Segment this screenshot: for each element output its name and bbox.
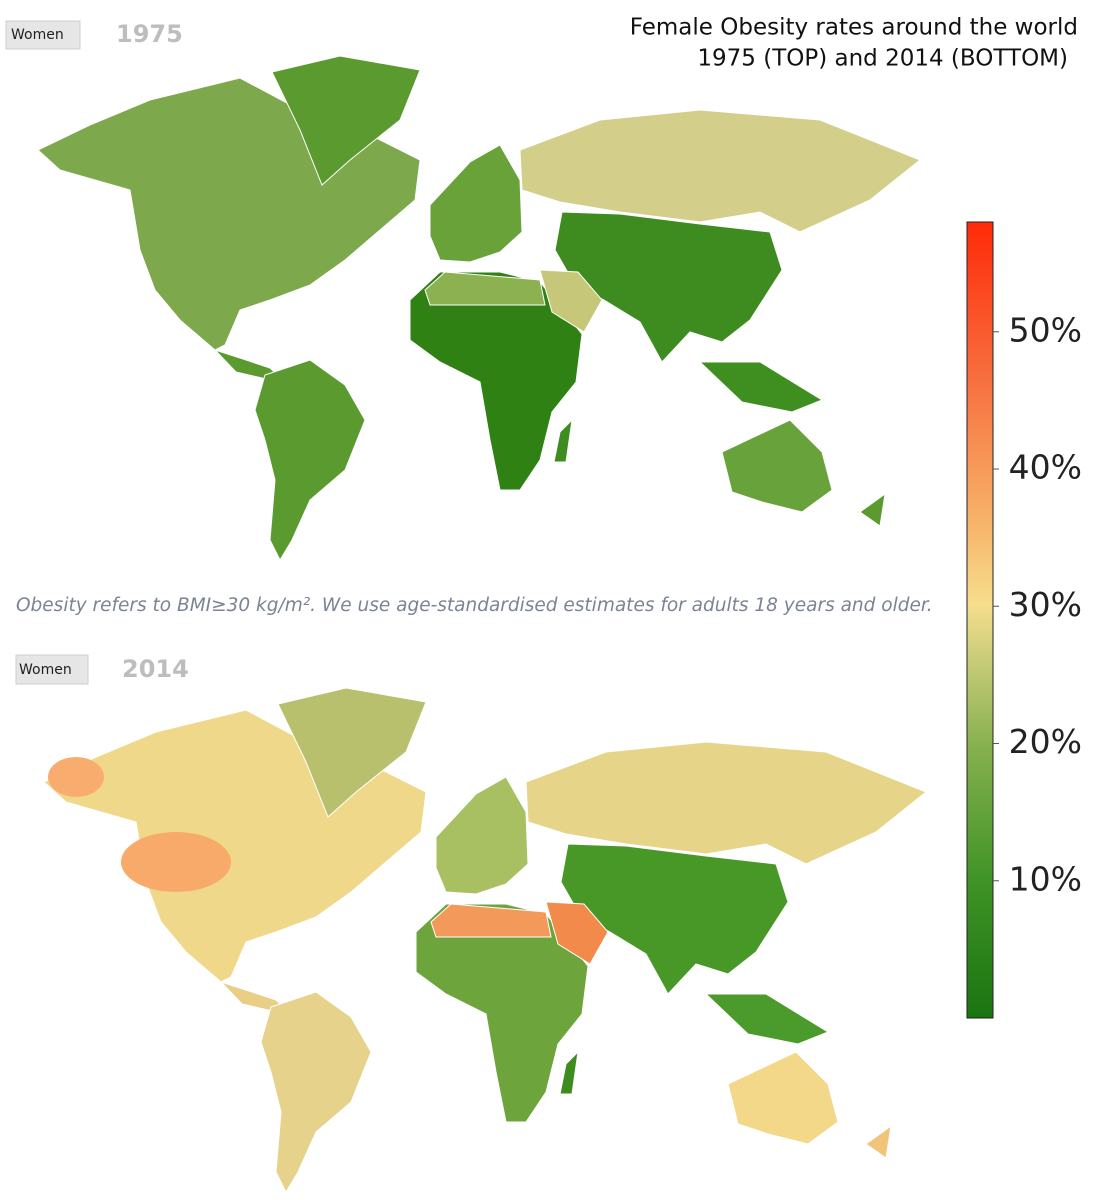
legend-ticks: 10% 20% 30% 40% 50% xyxy=(993,310,1082,898)
color-scale xyxy=(966,221,994,1019)
alaska xyxy=(48,757,104,797)
title-line: 1975 (TOP) and 2014 (BOTTOM) xyxy=(697,46,1068,72)
year-label: 1975 xyxy=(116,20,183,48)
tick-label: 10% xyxy=(1009,859,1082,898)
title-line: Female Obesity rates around the world xyxy=(630,15,1078,41)
tick-label: 40% xyxy=(1009,448,1082,487)
sex-selector[interactable] xyxy=(15,654,89,685)
tick-label: 20% xyxy=(1009,722,1082,761)
sex-selector-label: Women xyxy=(19,662,72,678)
map-2014 xyxy=(43,687,927,1193)
tick-label: 30% xyxy=(1009,585,1082,624)
sex-selector[interactable] xyxy=(5,20,81,50)
usa xyxy=(121,832,231,892)
sex-selector-label: Women xyxy=(11,27,64,43)
year-label: 2014 xyxy=(122,655,189,683)
footnote: Obesity refers to BMI≥30 kg/m². We use a… xyxy=(16,595,933,616)
map-1975 xyxy=(37,55,921,561)
tick-label: 50% xyxy=(1009,310,1082,349)
